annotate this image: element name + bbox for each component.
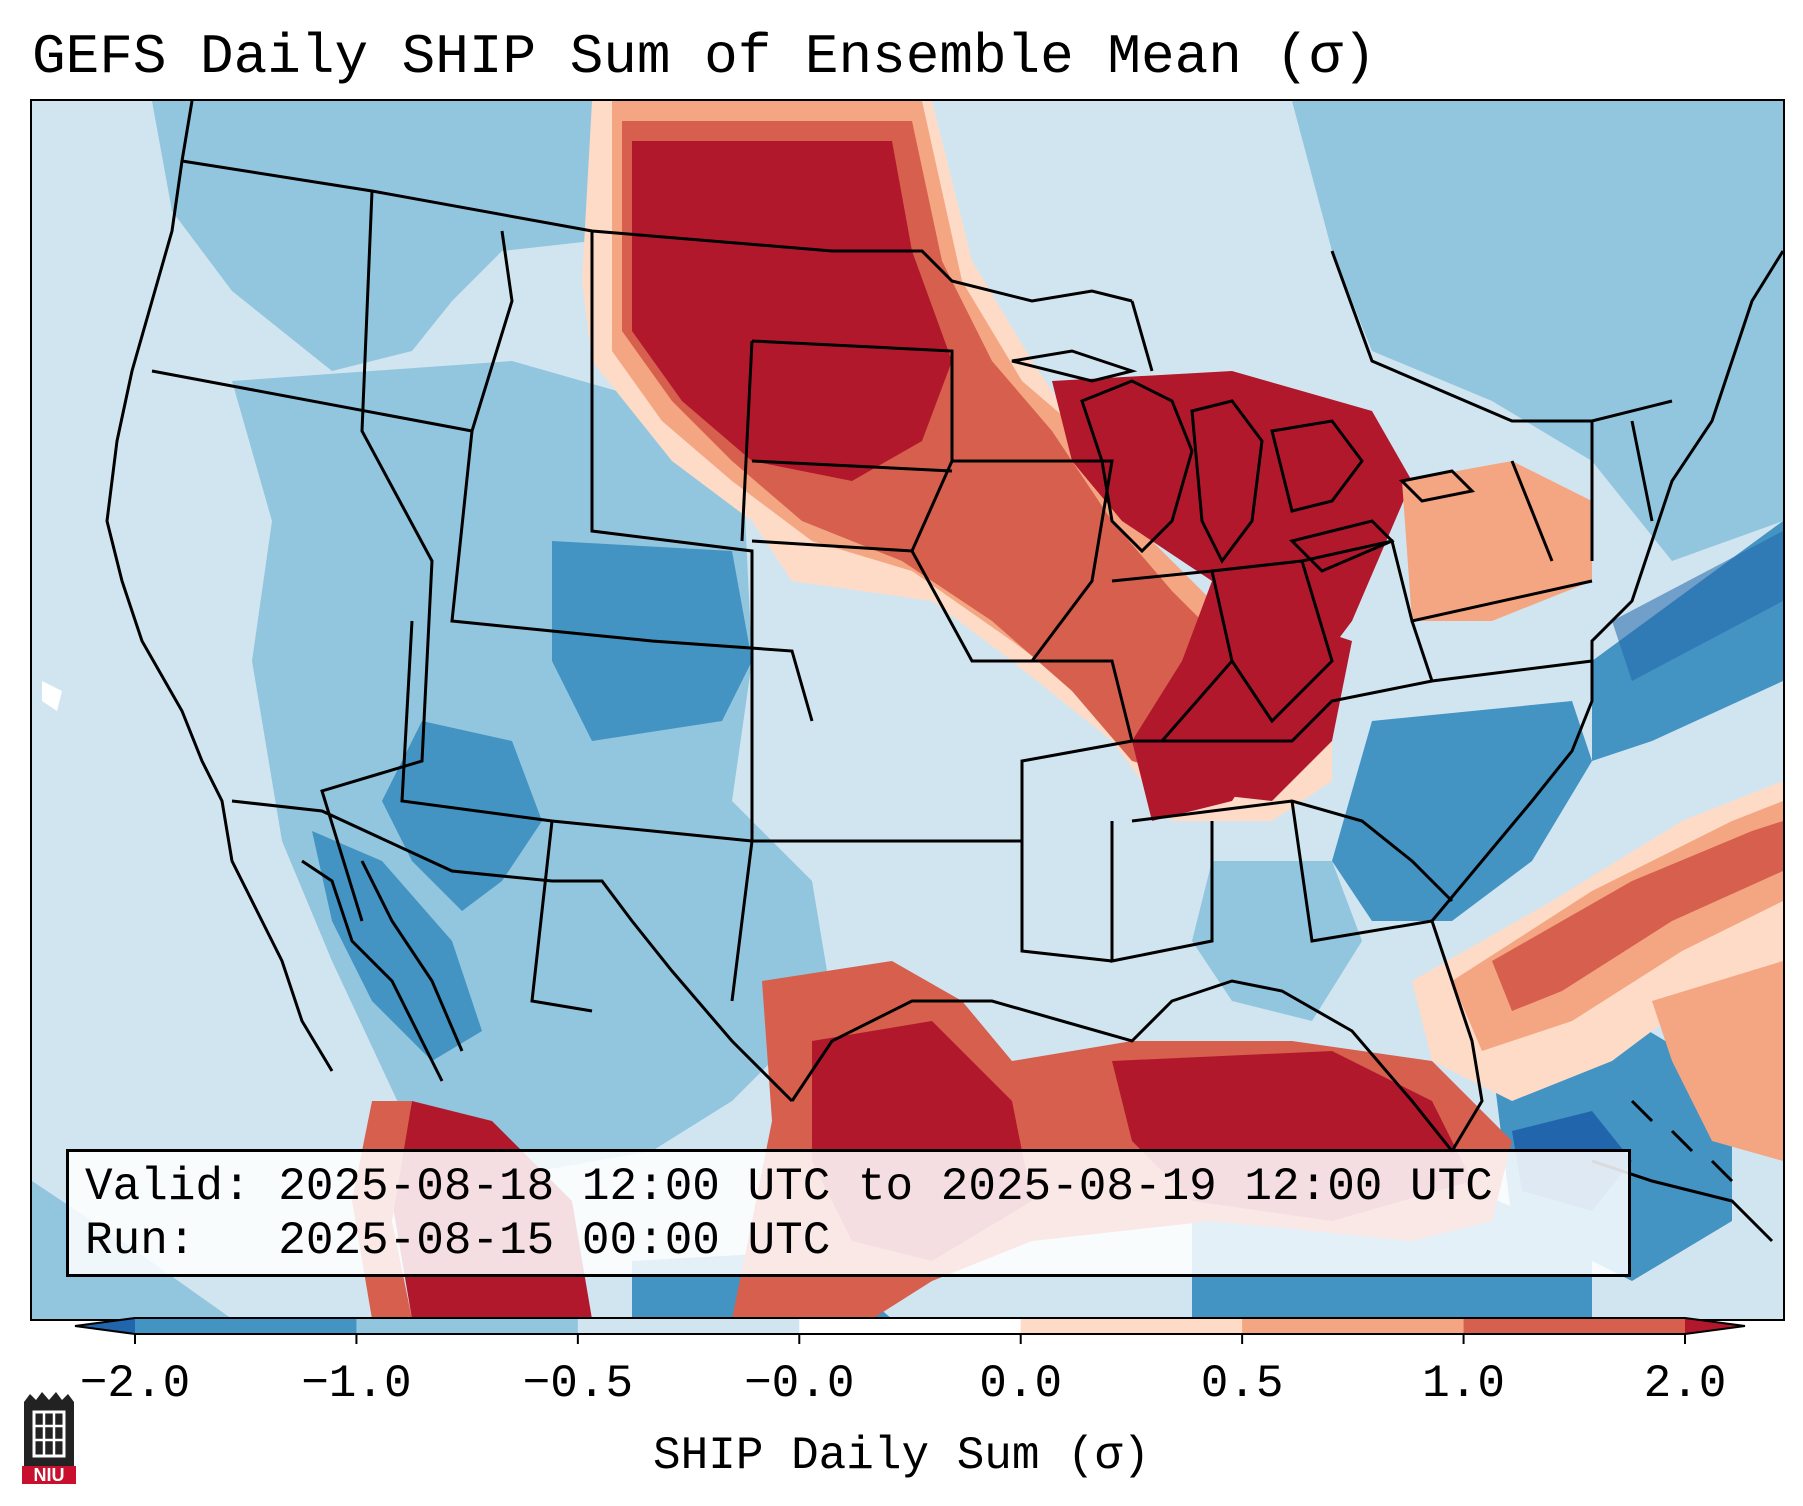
colorbar-bin [356, 1318, 579, 1334]
colorbar-bin [799, 1318, 1022, 1334]
colorbar-tick-label: 0.0 [979, 1358, 1062, 1410]
valid-time-box: Valid: 2025-08-18 12:00 UTC to 2025-08-1… [66, 1149, 1631, 1277]
ship-anomaly-map[interactable] [32, 101, 1783, 1319]
logo-text: NIU [34, 1465, 65, 1485]
colorbar: −2.0 −1.0 −0.5 −0.0 0.0 0.5 1.0 2.0 [74, 1317, 1746, 1410]
map-panel[interactable]: Valid: 2025-08-18 12:00 UTC to 2025-08-1… [30, 99, 1785, 1321]
colorbar-ticks: −2.0 −1.0 −0.5 −0.0 0.0 0.5 1.0 2.0 [80, 1334, 1727, 1410]
colorbar-tick-label: 0.5 [1201, 1358, 1284, 1410]
colorbar-tick-label: −1.0 [301, 1358, 411, 1410]
page-title: GEFS Daily SHIP Sum of Ensemble Mean (σ) [32, 25, 1377, 89]
niu-logo-icon: NIU [22, 1392, 76, 1485]
colorbar-label: SHIP Daily Sum (σ) [653, 1430, 1150, 1482]
colorbar-bin [135, 1318, 357, 1334]
colorbar-tick-label: −0.5 [523, 1358, 633, 1410]
run-time-text: Run: 2025-08-15 00:00 UTC [85, 1215, 831, 1267]
colorbar-bin [1463, 1318, 1686, 1334]
colorbar-tick-label: 2.0 [1644, 1358, 1727, 1410]
colorbar-bin [1685, 1318, 1745, 1334]
colorbar-bin [75, 1318, 135, 1334]
colorbar-tick-label: −2.0 [80, 1358, 190, 1410]
colorbar-tick-label: −0.0 [744, 1358, 854, 1410]
colorbar-bins [74, 1317, 1746, 1335]
colorbar-bin [577, 1318, 800, 1334]
boundaries [105, 101, 1783, 1243]
valid-time-text: Valid: 2025-08-18 12:00 UTC to 2025-08-1… [85, 1161, 1493, 1213]
colorbar-bin [1242, 1318, 1465, 1334]
colorbar-tick-label: 1.0 [1422, 1358, 1505, 1410]
colorbar-bin [1020, 1318, 1243, 1334]
